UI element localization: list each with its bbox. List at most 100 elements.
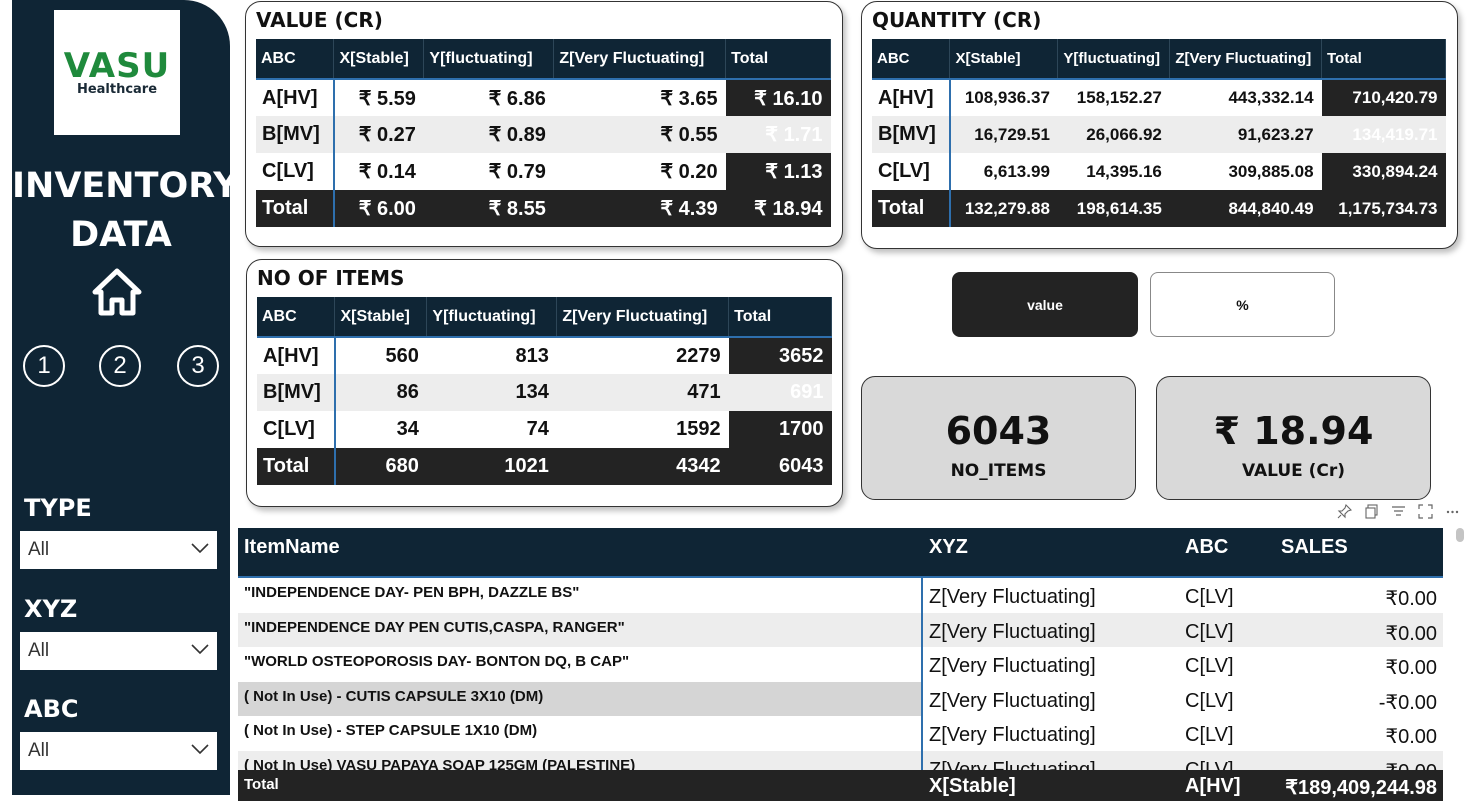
matrix-cell: ₹ 3.65	[660, 87, 718, 110]
page-2-button[interactable]: 2	[99, 345, 141, 387]
abc-cell: C[LV]	[1185, 586, 1234, 608]
column-header-itemname[interactable]: ItemName	[244, 536, 340, 558]
value-toggle-button[interactable]: value	[952, 272, 1138, 337]
home-icon[interactable]	[92, 268, 142, 316]
matrix-row: A[HV] 108,936.37 158,152.27 443,332.14 710,4…	[872, 79, 1446, 116]
matrix-column-header[interactable]: X[Stable]	[334, 297, 428, 338]
type-filter-value: All	[28, 539, 50, 560]
dashboard-title: INVENTORY DATA	[12, 166, 239, 255]
matrix-column-header[interactable]: ABC	[256, 39, 335, 80]
matrix-column-header[interactable]: Z[Very Fluctuating]	[553, 39, 727, 80]
column-header-abc[interactable]: ABC	[1185, 536, 1229, 558]
matrix-cell: ₹ 0.55	[553, 116, 726, 153]
no-items-kpi-value: 6043	[945, 409, 1052, 453]
items-table-total-row: Total X[Stable] A[HV] ₹189,409,244.98	[238, 770, 1443, 801]
page-1-button[interactable]: 1	[23, 345, 65, 387]
matrix-cell: 680	[334, 448, 427, 485]
matrix-row-header: B[MV]	[257, 374, 336, 411]
pin-icon[interactable]	[1337, 503, 1352, 519]
matrix-row-header: Total	[872, 190, 951, 227]
matrix-cell: 74	[526, 418, 549, 440]
matrix-column-header[interactable]: Total	[1321, 39, 1446, 80]
matrix-column-header[interactable]: ABC	[257, 297, 336, 338]
matrix-cell: ₹ 0.27	[333, 116, 424, 153]
matrix-cell: 330,894.24	[1321, 153, 1446, 190]
matrix-row-header: C[LV]	[256, 153, 335, 190]
percent-toggle-button[interactable]: %	[1150, 272, 1335, 337]
matrix-cell: 710,420.79	[1321, 79, 1446, 116]
matrix-cell: 471	[556, 374, 729, 411]
abc-cell: C[LV]	[1185, 689, 1234, 712]
type-filter-label: TYPE	[24, 494, 92, 522]
matrix-row-header: B[MV]	[256, 116, 335, 153]
matrix-row: A[HV] 560 813 2279 3652	[257, 337, 832, 374]
abc-filter-dropdown[interactable]: All	[20, 732, 217, 770]
copy-icon[interactable]	[1364, 503, 1379, 519]
items-table-scrollbar[interactable]	[1456, 528, 1464, 542]
matrix-cell: 14,395.16	[1086, 161, 1162, 181]
item-name-cell: ( Not In Use) - CUTIS CAPSULE 3X10 (DM)	[244, 687, 544, 705]
value-cr-matrix: ABC X[Stable] Y[fluctuating] Z[Very Fluctua…	[256, 39, 831, 227]
items-table-header: ItemName XYZ ABC SALES	[238, 528, 1443, 578]
matrix-cell: 91,623.27	[1169, 116, 1322, 153]
matrix-cell: ₹ 6.00	[333, 190, 424, 227]
matrix-row: B[MV] ₹ 0.27 ₹ 0.89 ₹ 0.55 ₹ 1.71	[256, 116, 831, 153]
matrix-row-header: B[MV]	[872, 116, 951, 153]
xyz-filter-dropdown[interactable]: All	[20, 632, 217, 670]
matrix-column-header[interactable]: ABC	[872, 39, 951, 80]
matrix-cell: 34	[396, 418, 419, 440]
table-row[interactable]: "INDEPENDENCE DAY PEN CUTIS,CASPA, RANGE…	[238, 612, 1443, 647]
matrix-column-header[interactable]: Y[fluctuating]	[426, 297, 558, 338]
matrix-total-row: Total ₹ 6.00 ₹ 8.55 ₹ 4.39 ₹ 18.94	[256, 190, 831, 227]
no-of-items-card: NO OF ITEMS ABC X[Stable] Y[fluctuating] Z[…	[246, 259, 843, 507]
no-of-items-title: NO OF ITEMS	[257, 266, 405, 290]
matrix-cell: 16,729.51	[949, 116, 1058, 153]
column-header-sales[interactable]: SALES	[1281, 536, 1348, 558]
matrix-total-row: Total 680 1021 4342 6043	[257, 448, 832, 485]
matrix-column-header[interactable]: Y[fluctuating]	[1057, 39, 1171, 80]
matrix-cell: 26,066.92	[1057, 116, 1170, 153]
no-of-items-matrix: ABC X[Stable] Y[fluctuating] Z[Very Fluctua…	[257, 297, 832, 485]
matrix-column-header[interactable]: X[Stable]	[333, 39, 425, 80]
type-filter-dropdown[interactable]: All	[20, 531, 217, 569]
page-3-button[interactable]: 3	[177, 345, 219, 387]
xyz-cell: Z[Very Fluctuating]	[929, 689, 1096, 712]
matrix-cell: ₹ 0.14	[358, 161, 416, 183]
matrix-row: A[HV] ₹ 5.59 ₹ 6.86 ₹ 3.65 ₹ 16.10	[256, 79, 831, 116]
matrix-cell: 198,614.35	[1057, 190, 1170, 227]
sales-cell: ₹0.00	[1385, 622, 1437, 645]
sidebar: VASU Healthcare INVENTORY DATA 1 2 3 TYP…	[12, 0, 239, 795]
matrix-column-header[interactable]: Z[Very Fluctuating]	[556, 297, 730, 338]
filter-icon[interactable]	[1391, 504, 1406, 519]
matrix-column-header[interactable]: Z[Very Fluctuating]	[1169, 39, 1323, 80]
more-options-icon[interactable]	[1445, 504, 1460, 519]
matrix-cell: ₹ 1.71	[725, 116, 831, 153]
matrix-cell: ₹ 0.89	[423, 116, 554, 153]
matrix-column-header[interactable]: Y[fluctuating]	[423, 39, 555, 80]
matrix-cell: 86	[334, 374, 427, 411]
logo-sub-text: Healthcare	[76, 81, 158, 97]
column-header-xyz[interactable]: XYZ	[929, 536, 968, 558]
matrix-cell: 6043	[728, 448, 832, 485]
chevron-down-icon	[191, 744, 209, 755]
matrix-cell: 443,332.14	[1228, 88, 1314, 107]
matrix-cell: 691	[728, 374, 832, 411]
table-row[interactable]: "INDEPENDENCE DAY- PEN BPH, DAZZLE BS" Z[…	[238, 578, 1443, 613]
matrix-row: C[LV] ₹ 0.14 ₹ 0.79 ₹ 0.20 ₹ 1.13	[256, 153, 831, 190]
value-kpi-label: VALUE (Cr)	[1241, 461, 1346, 481]
item-name-cell: "INDEPENDENCE DAY PEN CUTIS,CASPA, RANGE…	[244, 618, 625, 636]
sales-cell: ₹0.00	[1385, 588, 1437, 610]
matrix-row: B[MV] 86 134 471 691	[257, 374, 832, 411]
matrix-cell: 132,279.88	[949, 190, 1058, 227]
matrix-column-header[interactable]: Total	[728, 297, 832, 338]
matrix-column-header[interactable]: Total	[725, 39, 831, 80]
matrix-cell: 309,885.08	[1228, 161, 1314, 181]
item-name-cell: "WORLD OSTEOPOROSIS DAY- BONTON DQ, B CA…	[244, 653, 630, 670]
table-row[interactable]: "WORLD OSTEOPOROSIS DAY- BONTON DQ, B CA…	[238, 647, 1443, 682]
matrix-column-header[interactable]: X[Stable]	[949, 39, 1059, 80]
matrix-cell: 134,419.71	[1321, 116, 1446, 153]
table-row[interactable]: ( Not In Use) - STEP CAPSULE 1X10 (DM) Z[…	[238, 716, 1443, 751]
matrix-cell: ₹ 4.39	[553, 190, 726, 227]
focus-mode-icon[interactable]	[1418, 503, 1433, 519]
table-row[interactable]: ( Not In Use) - CUTIS CAPSULE 3X10 (DM) Z…	[238, 682, 1443, 717]
